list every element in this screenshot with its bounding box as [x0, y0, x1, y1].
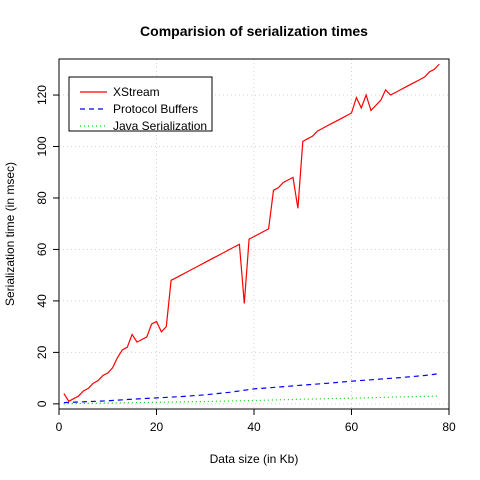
y-tick-label: 60: [35, 242, 49, 256]
legend-label: XStream: [113, 85, 160, 99]
y-tick-label: 100: [35, 136, 49, 156]
series-line-xstream: [63, 63, 440, 403]
legend: XStream Protocol Buffers Java Serializatio…: [68, 76, 213, 133]
y-tick-label: 80: [35, 191, 49, 205]
x-tick-label: 20: [150, 420, 164, 434]
y-tick-label: 20: [35, 345, 49, 359]
y-tick-label: 120: [35, 85, 49, 105]
x-tick-label: 60: [345, 420, 359, 434]
x-tick-label: 80: [442, 420, 456, 434]
y-axis-label: Serialization time (in msec): [3, 162, 17, 306]
y-tick-label: 0: [35, 400, 49, 407]
y-tick-label: 40: [35, 294, 49, 308]
x-axis-label: Data size (in Kb): [210, 452, 299, 466]
legend-box: [68, 76, 213, 132]
legend-label: Java Serialization: [113, 119, 207, 133]
legend-label: Protocol Buffers: [113, 102, 198, 116]
x-tick-label: 0: [56, 420, 63, 434]
y-axis: 0 20 40 60 80 100 120: [35, 85, 59, 407]
x-axis: 0 20 40 60 80: [56, 409, 456, 434]
series-line-java-serialization: [63, 395, 440, 405]
x-tick-label: 40: [247, 420, 261, 434]
series-line-protocol-buffers: [63, 373, 440, 404]
chart-title: Comparision of serialization times: [140, 23, 368, 39]
series-layer: [63, 63, 440, 405]
